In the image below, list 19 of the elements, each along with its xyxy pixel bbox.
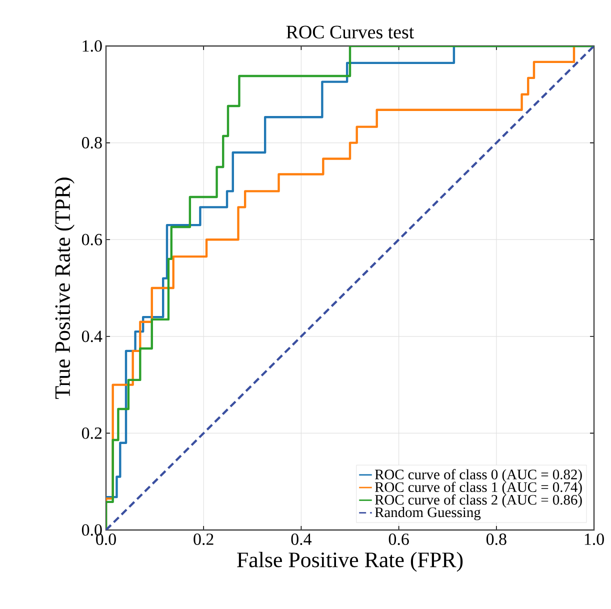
y-axis-title: True Positive Rate (TPR)	[54, 178, 74, 399]
x-tick-label: 0.2	[194, 534, 214, 546]
legend-label: ROC curve of class 2 (AUC = 0.86)	[374, 494, 582, 508]
legend-label: ROC curve of class 1 (AUC = 0.74)	[374, 482, 582, 495]
y-tick-label: 1.0	[82, 40, 102, 52]
y-tick-label: 0.6	[82, 234, 102, 246]
legend-label: Random Guessing	[374, 507, 481, 520]
x-tick-label: 0.6	[388, 534, 409, 546]
x-tick-label: 0.8	[486, 534, 506, 546]
x-tick-label: 0.0	[96, 534, 116, 546]
x-axis-title: False Positive Rate (FPR)	[237, 552, 463, 572]
x-tick-label: 1.0	[584, 534, 604, 546]
y-tick-label: 0.0	[82, 524, 102, 536]
y-tick-label: 0.2	[82, 427, 102, 439]
x-tick-label: 0.4	[291, 534, 312, 546]
chart-title: ROC Curves test	[286, 26, 414, 38]
y-tick-label: 0.8	[82, 137, 102, 149]
legend-label: ROC curve of class 0 (AUC = 0.82)	[374, 469, 582, 482]
y-tick-label: 0.4	[82, 330, 102, 342]
